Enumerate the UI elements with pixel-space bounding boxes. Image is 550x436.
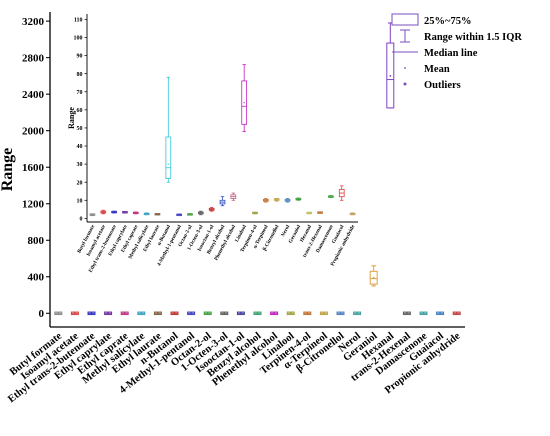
main-box-mean (455, 312, 458, 315)
inset-y-tick-label: 80 (77, 72, 83, 78)
inset-box-mean (330, 196, 332, 198)
inset-box-mean (351, 213, 354, 215)
inset-axes: 0 10 20 30 40 50 60 70 80 90 100 110 (74, 14, 358, 222)
main-box-mean (422, 312, 425, 315)
inset-box-mean (102, 211, 104, 213)
inset-boxes (89, 64, 356, 217)
inset-chart: 0 10 20 30 40 50 60 70 80 90 100 110 Butyl formateI… (67, 14, 358, 274)
inset-box-mean (265, 199, 267, 201)
inset-box-mean (178, 214, 180, 216)
inset-box-mean (189, 213, 191, 216)
main-y-tick-label: 2800 (22, 53, 45, 65)
inset-y-tick-label: 60 (77, 108, 83, 114)
inset-box-mean (308, 212, 310, 214)
legend-outlier-symbol (403, 82, 407, 86)
inset-y-tick-label: 10 (77, 198, 83, 204)
legend-mean-symbol (404, 67, 406, 69)
inset-y-tick-label: 30 (77, 162, 83, 168)
inset-box-mean (91, 214, 94, 216)
main-box-mean (57, 312, 60, 315)
inset-box-mean (200, 212, 202, 214)
inset-box-mean (243, 102, 245, 104)
main-box-mean (389, 75, 392, 77)
inset-box-mean (146, 213, 148, 215)
inset-box-mean (113, 211, 115, 213)
legend-item-label: 25%~75% (424, 16, 471, 27)
main-box-mean (157, 312, 159, 315)
legend: 25%~75% Range within 1.5 IQR Median line Me… (391, 13, 522, 91)
main-boxes (54, 22, 461, 316)
inset-box-mean (254, 212, 256, 214)
main-y-tick-label: 2000 (22, 126, 45, 138)
inset-y-tick-label: 40 (77, 144, 83, 150)
legend-item-label: Mean (424, 64, 450, 75)
main-box-mean (356, 312, 358, 315)
main-box-mean (123, 312, 126, 315)
inset-box-mean (211, 208, 213, 210)
main-y-tick-label: 2400 (22, 89, 45, 101)
inset-box-mean (286, 199, 289, 201)
inset-y-tick-label: 50 (77, 126, 83, 132)
main-y-tick-label: 0 (39, 308, 45, 320)
inset-box-mean (341, 192, 343, 194)
inset-y-tick-label: 90 (77, 54, 83, 60)
inset-category-label: Nerol (280, 224, 291, 238)
main-box-mean (273, 312, 275, 315)
main-box-mean (206, 312, 209, 315)
main-box-mean (406, 312, 408, 315)
main-box-mean (289, 312, 292, 315)
inset-box-mean (297, 198, 299, 200)
main-y-tick-label: 400 (28, 272, 45, 284)
main-box-mean (223, 312, 226, 315)
main-box-mean (190, 312, 193, 315)
inset-box-mean (232, 196, 234, 198)
main-box-mean (240, 312, 242, 315)
main-box-mean (256, 312, 259, 315)
legend-item-label: Median line (424, 48, 478, 59)
inset-box-mean (156, 213, 159, 215)
legend-box-symbol (391, 13, 419, 26)
main-box-mean (306, 312, 309, 315)
main-box-mean (90, 312, 93, 315)
main-box-mean (74, 312, 76, 315)
main-box-mean (140, 312, 143, 315)
inset-box-mean (124, 211, 126, 213)
inset-y-tick-label: 100 (74, 36, 83, 42)
inset-box-mean (221, 201, 224, 203)
legend-item-label: Range within 1.5 IQR (424, 32, 522, 43)
main-y-tick-label: 800 (28, 235, 45, 247)
inset-y-tick-label: 70 (77, 90, 83, 96)
main-y-axis-label: Range (0, 148, 16, 192)
inset-box-iqr (165, 136, 172, 179)
main-box-mean (439, 312, 441, 315)
inset-box-mean (319, 211, 321, 214)
main-box-mean (339, 312, 342, 315)
main-y-tick-label: 1200 (22, 199, 45, 211)
legend-item-label: Outliers (424, 80, 461, 91)
inset-y-tick-label: 20 (77, 180, 83, 186)
inset-y-tick-label: 110 (74, 18, 83, 24)
main-y-tick-label: 3200 (22, 16, 45, 28)
inset-y-tick-label: 0 (80, 216, 83, 222)
inset-box-mean (167, 163, 169, 165)
inset-box-mean (276, 199, 278, 201)
main-box-mean (173, 312, 176, 315)
inset-box-mean (135, 212, 137, 214)
main-box-mean (372, 276, 375, 279)
main-box-mean (107, 312, 109, 315)
main-box-mean (323, 312, 325, 315)
main-y-tick-label: 1600 (22, 162, 45, 174)
inset-y-axis-label: Range (67, 107, 76, 129)
